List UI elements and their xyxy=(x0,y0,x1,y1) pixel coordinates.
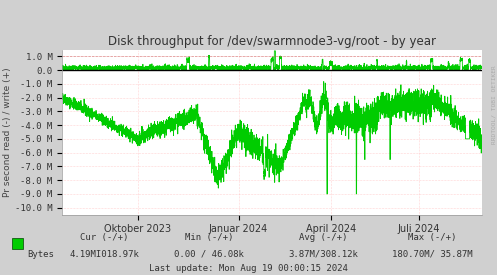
Text: 4.19MI018.97k: 4.19MI018.97k xyxy=(70,250,139,259)
Text: RRDTOOL/ TOBI OETIKER: RRDTOOL/ TOBI OETIKER xyxy=(491,65,496,144)
Title: Disk throughput for /dev/swarmnode3-vg/root - by year: Disk throughput for /dev/swarmnode3-vg/r… xyxy=(108,35,436,48)
Text: 0.00 / 46.08k: 0.00 / 46.08k xyxy=(174,250,244,259)
Text: Cur (-/+): Cur (-/+) xyxy=(80,233,129,242)
Text: Avg (-/+): Avg (-/+) xyxy=(299,233,347,242)
Text: Max (-/+): Max (-/+) xyxy=(408,233,457,242)
Text: Last update: Mon Aug 19 00:00:15 2024: Last update: Mon Aug 19 00:00:15 2024 xyxy=(149,264,348,273)
Text: Min (-/+): Min (-/+) xyxy=(184,233,233,242)
Text: Bytes: Bytes xyxy=(27,250,54,259)
Text: 3.87M/308.12k: 3.87M/308.12k xyxy=(288,250,358,259)
Text: 180.70M/ 35.87M: 180.70M/ 35.87M xyxy=(392,250,473,259)
Y-axis label: Pr second read (-) / write (+): Pr second read (-) / write (+) xyxy=(3,67,12,197)
